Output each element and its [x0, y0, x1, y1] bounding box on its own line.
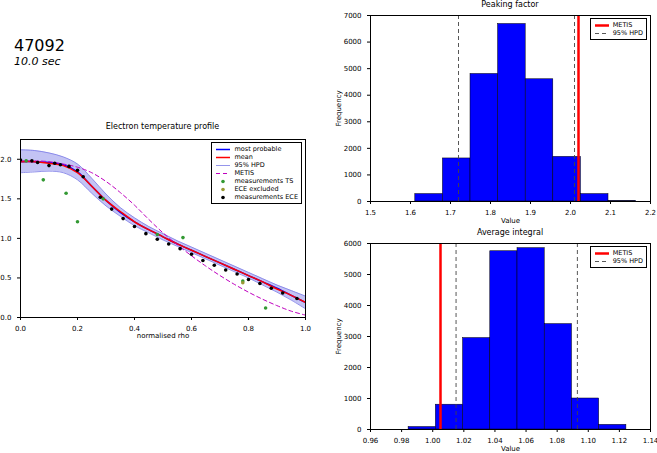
html-text:95% HPD: 95% HPD — [612, 257, 643, 265]
svg-text:1.06: 1.06 — [518, 437, 534, 445]
svg-text:1.12: 1.12 — [612, 437, 628, 445]
html-text:METIS: METIS — [612, 249, 633, 257]
svg-text:2.2: 2.2 — [645, 209, 656, 217]
svg-text:0.0: 0.0 — [15, 325, 26, 333]
svg-text:1.5: 1.5 — [365, 209, 376, 217]
svg-text:2000: 2000 — [344, 145, 362, 153]
svg-text:Value: Value — [501, 217, 520, 225]
html-text:METIS: METIS — [612, 21, 633, 29]
svg-text:1.02: 1.02 — [456, 437, 472, 445]
html-text:ECE excluded: ECE excluded — [234, 185, 279, 193]
svg-text:0.98: 0.98 — [394, 437, 410, 445]
html-text:METIS: METIS — [234, 169, 255, 177]
svg-text:1.04: 1.04 — [487, 437, 503, 446]
svg-text:1.0: 1.0 — [300, 325, 311, 333]
svg-text:1.9: 1.9 — [525, 209, 536, 217]
svg-text:5000: 5000 — [344, 271, 362, 279]
svg-text:7000: 7000 — [344, 12, 362, 20]
html-text:Average integral: Average integral — [476, 228, 544, 237]
html-text:95% HPD: 95% HPD — [612, 29, 643, 37]
html-text:measurements ECE: measurements ECE — [234, 193, 298, 201]
svg-text:Value: Value — [501, 445, 520, 453]
svg-text:1.5: 1.5 — [0, 195, 11, 203]
html-text:most probable: most probable — [234, 145, 282, 153]
svg-text:1000: 1000 — [344, 395, 362, 403]
svg-text:0.0: 0.0 — [0, 314, 11, 322]
svg-text:1.00: 1.00 — [425, 437, 441, 445]
svg-text:1.6: 1.6 — [405, 209, 417, 217]
svg-text:3000: 3000 — [344, 118, 362, 126]
svg-text:0.6: 0.6 — [185, 325, 198, 334]
html-text:47092: 47092 — [14, 36, 65, 55]
svg-text:0.2: 0.2 — [72, 325, 83, 333]
svg-text:0.5: 0.5 — [0, 274, 11, 282]
html-text:10.0 sec: 10.0 sec — [14, 55, 61, 68]
html-text:Peaking factor: Peaking factor — [481, 0, 539, 9]
svg-text:0.4: 0.4 — [128, 325, 141, 334]
svg-text:0.8: 0.8 — [243, 325, 254, 333]
svg-text:0: 0 — [357, 198, 361, 206]
svg-text:4000: 4000 — [344, 302, 362, 310]
svg-text:0: 0 — [357, 426, 361, 434]
svg-text:2000: 2000 — [344, 364, 362, 372]
svg-text:0.96: 0.96 — [363, 437, 379, 445]
svg-text:2.0: 2.0 — [0, 156, 11, 164]
svg-text:6000: 6000 — [344, 240, 362, 248]
svg-text:1000: 1000 — [344, 171, 362, 179]
svg-text:normalised rho: normalised rho — [137, 332, 190, 340]
svg-text:2.1: 2.1 — [605, 209, 616, 217]
svg-text:1.0: 1.0 — [0, 235, 11, 243]
svg-text:4000: 4000 — [344, 91, 362, 99]
svg-text:Frequency: Frequency — [335, 90, 343, 126]
svg-text:2.0: 2.0 — [565, 209, 576, 217]
svg-text:1.8: 1.8 — [485, 209, 496, 217]
svg-text:1.08: 1.08 — [549, 437, 565, 445]
svg-text:Frequency: Frequency — [335, 318, 343, 354]
svg-text:6000: 6000 — [344, 38, 362, 46]
html-text:Electron temperature profile: Electron temperature profile — [105, 122, 220, 131]
svg-text:1.10: 1.10 — [580, 437, 596, 445]
svg-text:1.7: 1.7 — [445, 209, 456, 217]
svg-text:5000: 5000 — [344, 65, 362, 73]
svg-text:1.14: 1.14 — [643, 437, 657, 445]
html-text:95% HPD: 95% HPD — [234, 161, 265, 169]
html-text:measurements TS: measurements TS — [234, 177, 294, 185]
html-text:mean: mean — [234, 153, 253, 161]
svg-text:3000: 3000 — [344, 333, 362, 341]
